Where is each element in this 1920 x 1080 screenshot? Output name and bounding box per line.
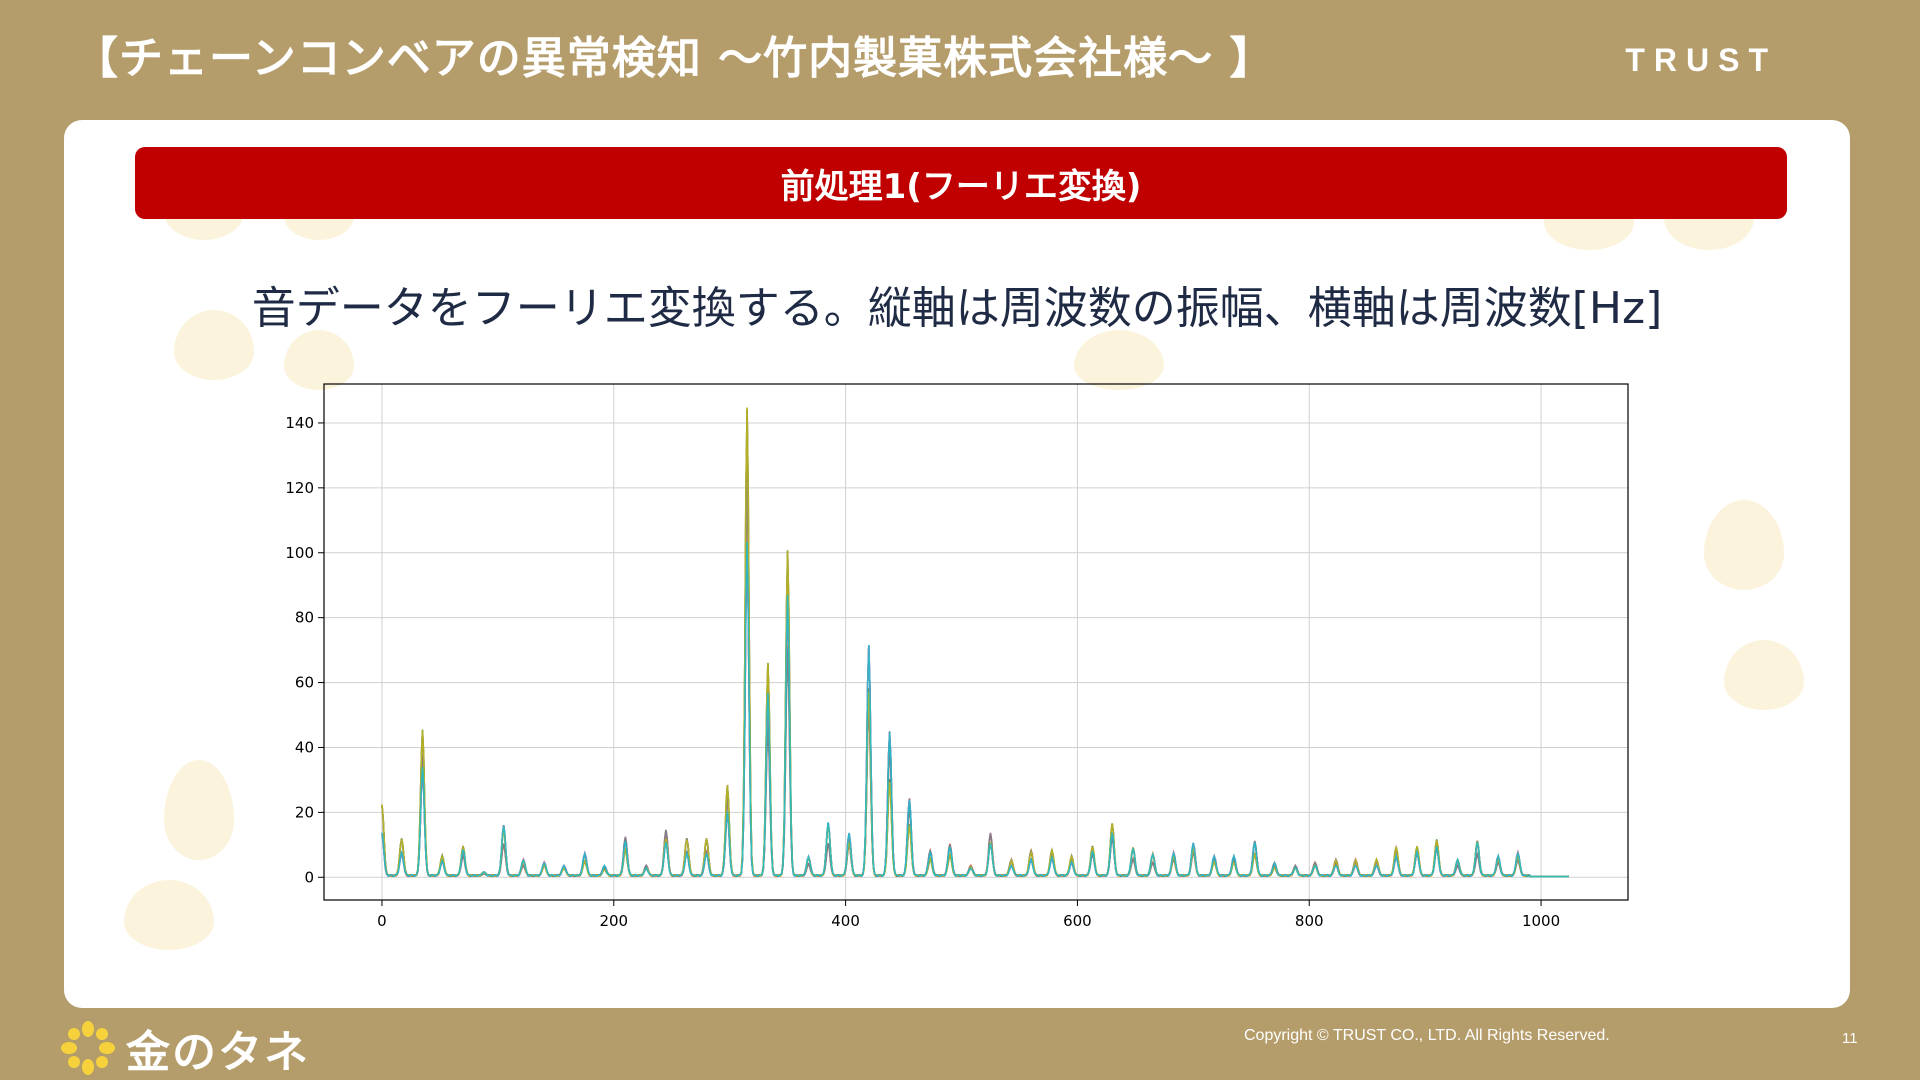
slide-title: 【チェーンコンベアの異常検知 ～竹内製菓株式会社様～ 】 — [74, 33, 1275, 84]
page-number: 11 — [1842, 1030, 1858, 1047]
x-tick-label: 600 — [1063, 912, 1092, 930]
spectrum-series-line — [381, 481, 1569, 878]
x-tick-label: 1000 — [1522, 912, 1560, 930]
spectrum-series-line — [381, 474, 1569, 878]
spectrum-series-line — [381, 542, 1569, 878]
y-tick-label: 60 — [295, 674, 314, 692]
spectrum-series-line — [381, 547, 1569, 878]
decor-petal — [124, 880, 214, 950]
x-tick-label: 0 — [377, 912, 387, 930]
fft-chart-svg: 0 200 400 600 800 1000 0 20 40 60 80 100 120 140 — [285, 383, 1629, 930]
copyright-text: Copyright © TRUST CO., LTD. All Rights R… — [1244, 1027, 1610, 1044]
x-tick-label: 800 — [1295, 912, 1324, 930]
section-heading: 前処理1(フーリエ変換) — [135, 147, 1787, 219]
y-tick-label: 100 — [285, 544, 314, 562]
decor-petal — [1704, 500, 1784, 590]
y-tick-label: 80 — [295, 609, 314, 627]
decor-petal — [174, 310, 254, 380]
brand-logo: TRUST — [1625, 42, 1777, 78]
y-tick-label: 20 — [295, 803, 314, 821]
decor-petal — [1074, 330, 1164, 390]
spectrum-series-line — [381, 409, 1569, 878]
x-tick-label: 400 — [831, 912, 860, 930]
spectrum-series-line — [381, 551, 1569, 878]
decor-petal — [284, 330, 354, 390]
flower-logo-icon — [61, 1021, 115, 1075]
spectrum-series-line — [381, 544, 1569, 878]
content-panel: 前処理1(フーリエ変換) 音データをフーリエ変換する。縦軸は周波数の振幅、横軸は… — [64, 120, 1850, 1008]
fft-chart: 0 200 400 600 800 1000 0 20 40 60 80 100 120 140 — [254, 370, 1714, 990]
decor-petal — [1724, 640, 1804, 710]
y-tick-label: 0 — [304, 868, 314, 886]
decor-petal — [164, 760, 234, 860]
spectrum-series-line — [381, 407, 1569, 878]
y-tick-label: 40 — [295, 738, 314, 756]
y-tick-label: 120 — [285, 479, 314, 497]
slide-description: 音データをフーリエ変換する。縦軸は周波数の振幅、横軸は周波数[Hz] — [251, 283, 1663, 334]
plot-frame — [323, 383, 1629, 901]
footer-logo: 金のタネ — [60, 1016, 310, 1080]
y-tick-label: 140 — [285, 414, 314, 432]
spectrum-series-line — [381, 408, 1569, 878]
logo-text: 金のタネ — [126, 1027, 310, 1078]
spectrum-series-line — [381, 478, 1569, 878]
x-tick-label: 200 — [599, 912, 628, 930]
